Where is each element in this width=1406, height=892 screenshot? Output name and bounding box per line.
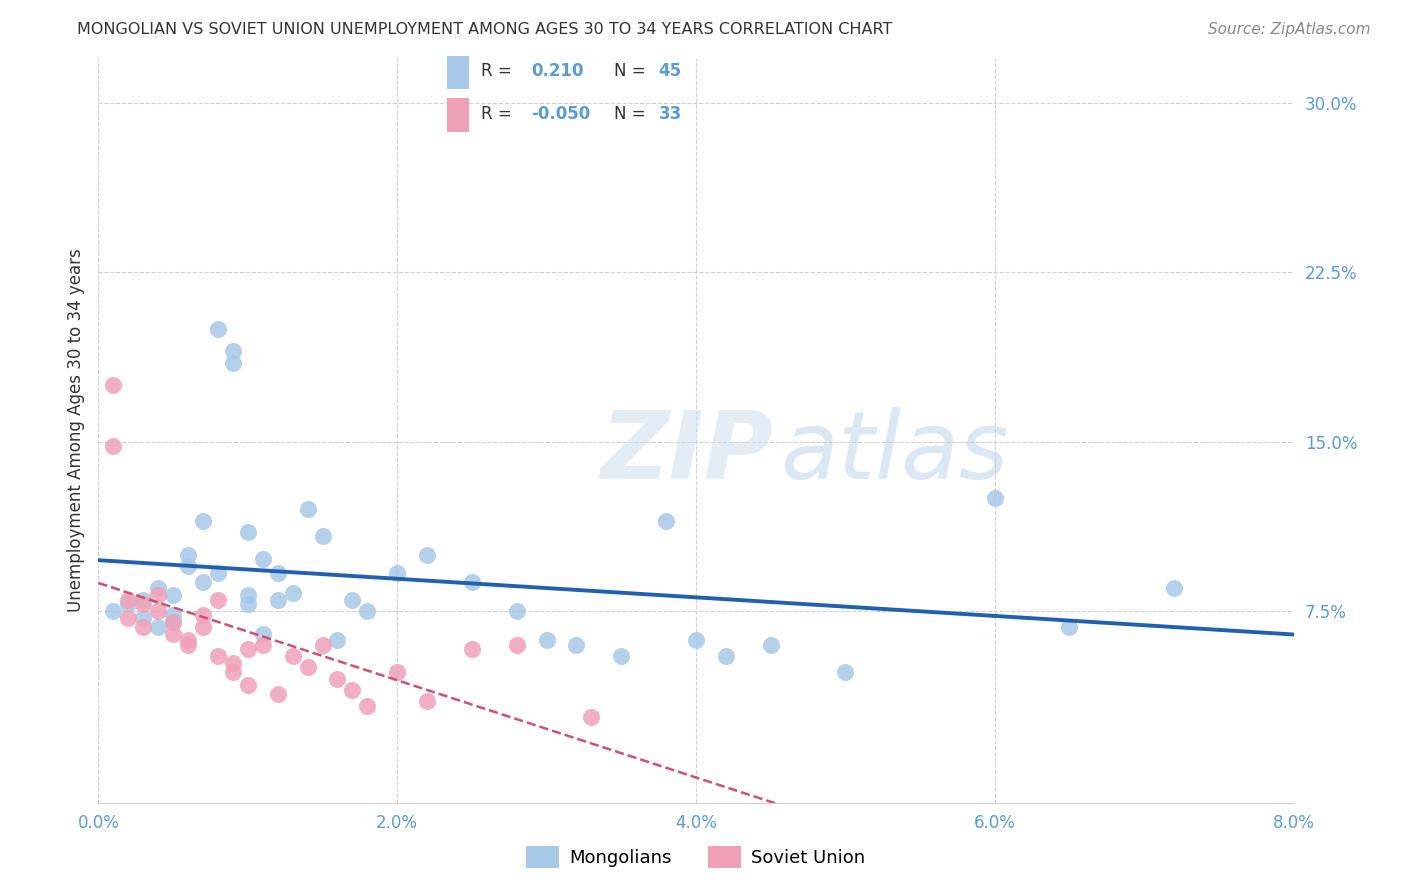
Point [685, 633, 707, 648]
Point [117, 592, 139, 607]
Text: 45: 45 [658, 62, 682, 80]
Point [356, 698, 378, 713]
Point [342, 682, 364, 697]
Point [103, 604, 125, 618]
Point [132, 611, 155, 625]
Point [162, 588, 184, 602]
Point [103, 378, 125, 392]
Point [236, 524, 259, 539]
Point [297, 502, 319, 516]
Point [222, 356, 245, 370]
Point [461, 574, 484, 589]
Point [132, 620, 155, 634]
Point [297, 660, 319, 674]
Point [385, 566, 409, 580]
Text: atlas: atlas [779, 408, 1008, 499]
Point [177, 558, 200, 573]
Point [385, 665, 409, 679]
Point [252, 638, 274, 652]
Point [984, 491, 1007, 505]
Point [252, 626, 274, 640]
Point [222, 656, 245, 670]
Text: ZIP: ZIP [600, 407, 773, 499]
Text: Source: ZipAtlas.com: Source: ZipAtlas.com [1208, 22, 1371, 37]
Point [222, 665, 245, 679]
Point [207, 649, 229, 664]
Point [148, 620, 170, 634]
Bar [447, 98, 470, 132]
Point [416, 694, 439, 708]
Point [326, 672, 349, 686]
Point [416, 548, 439, 562]
Point [162, 615, 184, 630]
Point [1163, 582, 1185, 596]
Point [311, 638, 333, 652]
Legend: Mongolians, Soviet Union: Mongolians, Soviet Union [519, 839, 873, 876]
Bar [447, 56, 470, 89]
Text: R =: R = [481, 104, 512, 123]
Point [267, 592, 290, 607]
Point [236, 597, 259, 611]
Text: R =: R = [481, 62, 512, 80]
Point [759, 638, 782, 652]
Point [191, 514, 214, 528]
Point [191, 620, 214, 634]
Point [252, 552, 274, 566]
Point [191, 574, 214, 589]
Point [714, 649, 737, 664]
Point [148, 588, 170, 602]
Point [506, 604, 529, 618]
Point [236, 678, 259, 692]
Point [236, 642, 259, 657]
Point [177, 633, 200, 648]
Point [1059, 620, 1081, 634]
Point [834, 665, 856, 679]
Point [132, 592, 155, 607]
Text: -0.050: -0.050 [531, 104, 591, 123]
Y-axis label: Unemployment Among Ages 30 to 34 years: Unemployment Among Ages 30 to 34 years [66, 249, 84, 612]
Text: N =: N = [614, 104, 645, 123]
Point [610, 649, 633, 664]
Point [132, 597, 155, 611]
Point [267, 688, 290, 702]
Point [506, 638, 529, 652]
Point [311, 529, 333, 543]
Text: N =: N = [614, 62, 645, 80]
Point [177, 638, 200, 652]
Point [461, 642, 484, 657]
Point [162, 608, 184, 623]
Point [356, 604, 378, 618]
Point [207, 322, 229, 336]
Point [207, 566, 229, 580]
Point [236, 588, 259, 602]
Point [342, 592, 364, 607]
Point [162, 615, 184, 630]
Point [162, 626, 184, 640]
Point [117, 611, 139, 625]
Point [207, 592, 229, 607]
Text: 0.210: 0.210 [531, 62, 583, 80]
Point [177, 548, 200, 562]
Text: 33: 33 [658, 104, 682, 123]
Point [655, 514, 678, 528]
Point [148, 582, 170, 596]
Point [326, 633, 349, 648]
Point [148, 604, 170, 618]
Point [281, 586, 304, 600]
Point [191, 608, 214, 623]
Point [581, 710, 603, 724]
Point [222, 344, 245, 359]
Point [267, 566, 290, 580]
Point [117, 597, 139, 611]
Point [536, 633, 558, 648]
Point [565, 638, 588, 652]
Point [103, 439, 125, 453]
Point [281, 649, 304, 664]
Text: MONGOLIAN VS SOVIET UNION UNEMPLOYMENT AMONG AGES 30 TO 34 YEARS CORRELATION CHA: MONGOLIAN VS SOVIET UNION UNEMPLOYMENT A… [77, 22, 893, 37]
